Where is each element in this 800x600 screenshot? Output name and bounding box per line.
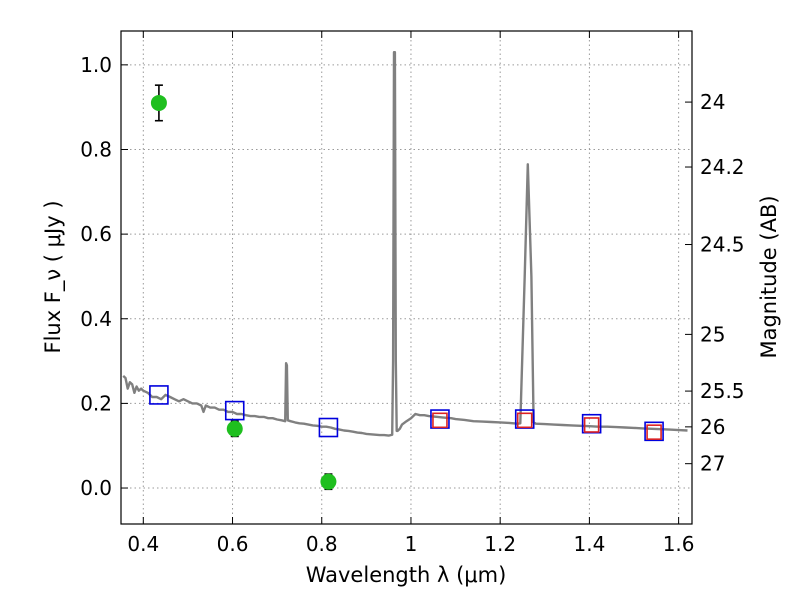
right-tick-label: 24.5 xyxy=(700,233,745,257)
tick-labels: 0.4 0.6 0.8 1 1.2 1.4 1.6 0.0 0.2 0.4 0.6 0.8 1.0 24 2… xyxy=(80,53,744,556)
x-axis-title: Wavelength λ (μm) xyxy=(306,563,507,587)
x-tick-label: 0.8 xyxy=(306,532,338,556)
x-tick-label: 1.6 xyxy=(663,532,695,556)
y-axis-title: Flux F_ν ( μJy ) xyxy=(41,200,66,353)
right-axis-title: Magnitude (AB) xyxy=(757,195,781,358)
model-point-blue xyxy=(149,385,169,405)
model-point-blue xyxy=(224,400,245,421)
model-point-red xyxy=(583,417,600,433)
y-tick-label: 0.2 xyxy=(80,391,112,415)
x-tick-label: 1.2 xyxy=(484,532,516,556)
x-tick-label: 0.4 xyxy=(127,532,159,556)
y-tick-label: 0.8 xyxy=(80,137,112,161)
model-point-red xyxy=(516,412,533,429)
x-tick-label: 0.6 xyxy=(217,532,249,556)
plot-frame xyxy=(120,30,693,525)
grid-lines xyxy=(121,31,692,524)
observed-point xyxy=(320,473,337,490)
x-tick-label: 1.4 xyxy=(573,532,605,556)
x-tick-label: 1 xyxy=(405,532,418,556)
right-tick-label: 24 xyxy=(700,90,725,114)
right-tick-label: 27 xyxy=(700,452,725,476)
right-tick-label: 26 xyxy=(700,415,725,439)
right-tick-label: 25.5 xyxy=(700,379,745,403)
model-point-red xyxy=(646,424,662,440)
model-point-blue xyxy=(318,417,339,438)
model-point-red xyxy=(432,412,448,429)
model-point-blue xyxy=(644,421,664,442)
y-tick-label: 0.6 xyxy=(80,222,112,246)
plot-area xyxy=(122,51,688,491)
y-tick-label: 0.0 xyxy=(80,476,112,500)
y-tick-label: 1.0 xyxy=(80,53,112,77)
right-tick-label: 24.2 xyxy=(700,155,745,179)
spectrum-line xyxy=(122,51,688,437)
right-tick-label: 25 xyxy=(700,322,725,346)
observed-point xyxy=(150,94,167,111)
observed-point xyxy=(226,420,243,437)
axis-ticks xyxy=(121,31,692,524)
y-tick-label: 0.4 xyxy=(80,307,112,331)
